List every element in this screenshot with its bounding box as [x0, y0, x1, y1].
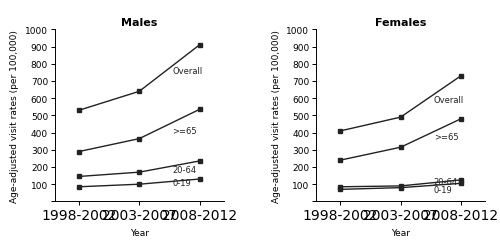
Title: Females: Females [375, 18, 426, 28]
Text: Overall: Overall [434, 96, 464, 105]
Title: Males: Males [121, 18, 158, 28]
Text: >=65: >=65 [434, 132, 458, 141]
Text: 0-19: 0-19 [172, 178, 191, 187]
X-axis label: Year: Year [391, 228, 410, 237]
X-axis label: Year: Year [130, 228, 149, 237]
Text: 20-64: 20-64 [172, 165, 197, 174]
Text: Overall: Overall [172, 67, 203, 76]
Y-axis label: Age-adjusted visit rates (per 100,000): Age-adjusted visit rates (per 100,000) [10, 30, 20, 202]
Text: 0-19: 0-19 [434, 185, 452, 194]
Y-axis label: Age-adjusted visit rates (per 100,000): Age-adjusted visit rates (per 100,000) [272, 30, 281, 202]
Text: >=65: >=65 [172, 127, 197, 136]
Text: 20-64: 20-64 [434, 177, 458, 186]
